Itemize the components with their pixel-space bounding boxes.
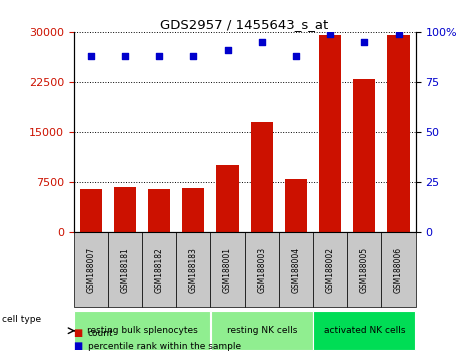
Point	[155, 53, 163, 59]
Point	[121, 53, 129, 59]
FancyBboxPatch shape	[314, 311, 415, 350]
Text: GSM188183: GSM188183	[189, 247, 198, 293]
Text: activated NK cells: activated NK cells	[323, 326, 405, 335]
Point	[87, 53, 95, 59]
FancyBboxPatch shape	[245, 232, 279, 308]
Bar	[148, 189, 170, 232]
Text: cell type: cell type	[2, 315, 41, 324]
FancyBboxPatch shape	[108, 232, 142, 308]
Bar	[251, 122, 273, 232]
Bar	[182, 188, 204, 232]
Bar	[319, 35, 341, 232]
Text: GSM188001: GSM188001	[223, 247, 232, 293]
Point	[326, 31, 334, 37]
Text: ■: ■	[74, 329, 83, 338]
FancyBboxPatch shape	[176, 232, 210, 308]
Bar	[114, 187, 136, 232]
Bar	[285, 179, 307, 232]
Point	[190, 53, 197, 59]
FancyBboxPatch shape	[211, 311, 313, 350]
Text: GSM188182: GSM188182	[155, 247, 163, 293]
Text: GSM188003: GSM188003	[257, 247, 266, 293]
Text: GSM188006: GSM188006	[394, 247, 403, 293]
FancyBboxPatch shape	[279, 232, 313, 308]
FancyBboxPatch shape	[74, 232, 108, 308]
FancyBboxPatch shape	[210, 232, 245, 308]
Point	[258, 39, 266, 45]
Point	[224, 47, 231, 53]
Bar	[388, 35, 409, 232]
Text: GSM188007: GSM188007	[86, 247, 95, 293]
Text: ■: ■	[74, 341, 83, 351]
FancyBboxPatch shape	[142, 232, 176, 308]
Text: GSM188002: GSM188002	[326, 247, 334, 293]
Bar	[80, 189, 102, 232]
Point	[395, 31, 402, 37]
Point	[361, 39, 368, 45]
Text: resting bulk splenocytes: resting bulk splenocytes	[86, 326, 198, 335]
FancyBboxPatch shape	[74, 311, 210, 350]
FancyBboxPatch shape	[313, 232, 347, 308]
Text: GSM188005: GSM188005	[360, 247, 369, 293]
Title: GDS2957 / 1455643_s_at: GDS2957 / 1455643_s_at	[161, 18, 329, 31]
Text: GSM188004: GSM188004	[292, 247, 300, 293]
Bar	[217, 165, 238, 232]
Text: count: count	[88, 329, 114, 338]
FancyBboxPatch shape	[347, 232, 381, 308]
FancyBboxPatch shape	[381, 232, 416, 308]
Text: GSM188181: GSM188181	[121, 247, 129, 293]
Text: percentile rank within the sample: percentile rank within the sample	[88, 342, 241, 351]
Text: resting NK cells: resting NK cells	[227, 326, 297, 335]
Point	[292, 53, 300, 59]
Bar	[353, 79, 375, 232]
